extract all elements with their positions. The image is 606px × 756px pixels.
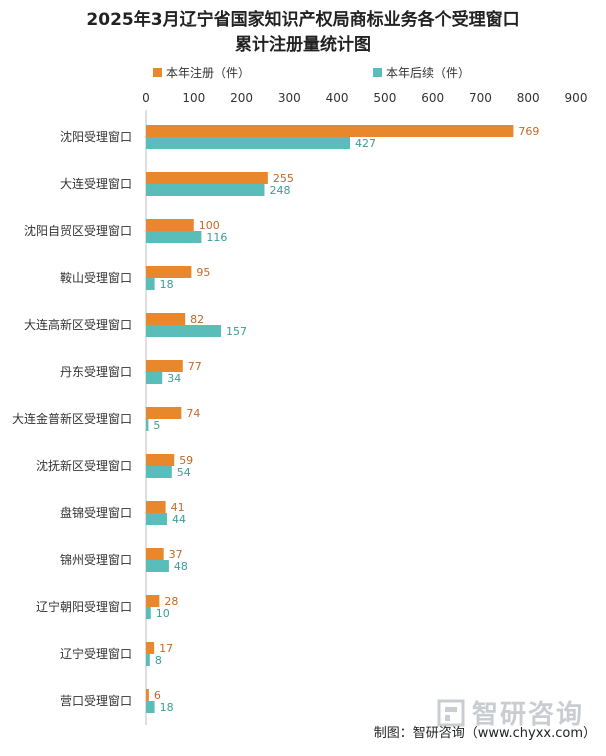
- category-label: 锦州受理窗口: [60, 553, 132, 567]
- data-label-registrations: 95: [196, 266, 210, 279]
- data-label-registrations: 6: [154, 689, 161, 702]
- x-tick-label: 300: [278, 91, 301, 105]
- data-label-renewals: 116: [206, 231, 227, 244]
- data-label-renewals: 248: [269, 184, 290, 197]
- bar-renewals: [146, 278, 155, 290]
- legend-swatch-renewals: [373, 68, 382, 77]
- category-label: 大连受理窗口: [60, 176, 132, 191]
- x-tick-label: 100: [182, 91, 205, 105]
- data-label-renewals: 54: [177, 466, 191, 479]
- bar-registrations: [146, 407, 182, 419]
- bar-renewals: [146, 325, 222, 337]
- bar-registrations: [146, 548, 164, 560]
- data-label-registrations: 255: [273, 172, 294, 185]
- x-tick-label: 500: [373, 91, 396, 105]
- data-label-registrations: 100: [199, 219, 220, 232]
- bar-renewals: [146, 513, 168, 525]
- watermark: 智研咨询: [436, 694, 584, 731]
- chart-title-line-1: 2025年3月辽宁省国家知识产权局商标业务各个受理窗口: [86, 10, 520, 30]
- category-label: 大连金普新区受理窗口: [12, 411, 132, 426]
- data-label-renewals: 34: [167, 372, 181, 385]
- data-label-registrations: 41: [171, 501, 185, 514]
- x-tick-label: 700: [469, 91, 492, 105]
- data-label-registrations: 59: [179, 454, 193, 467]
- bar-renewals: [146, 654, 150, 666]
- bar-registrations: [146, 642, 155, 654]
- data-label-registrations: 769: [518, 125, 539, 138]
- bar-registrations: [146, 689, 149, 701]
- bar-renewals: [146, 466, 172, 478]
- category-label: 辽宁受理窗口: [60, 646, 132, 661]
- data-label-registrations: 37: [169, 548, 183, 561]
- data-label-renewals: 18: [160, 701, 174, 714]
- chart-legend: 本年注册（件） 本年后续（件）: [0, 64, 606, 80]
- bar-renewals: [146, 372, 163, 384]
- data-label-registrations: 74: [186, 407, 200, 420]
- data-label-registrations: 82: [190, 313, 204, 326]
- bar-registrations: [146, 501, 166, 513]
- legend-swatch-registrations: [153, 68, 162, 77]
- data-label-renewals: 48: [174, 560, 188, 573]
- bar-registrations: [146, 266, 192, 278]
- bar-renewals: [146, 419, 149, 431]
- data-label-registrations: 17: [159, 642, 173, 655]
- data-label-renewals: 427: [355, 137, 376, 150]
- x-tick-label: 600: [421, 91, 444, 105]
- bar-registrations: [146, 313, 186, 325]
- bar-registrations: [146, 172, 268, 184]
- data-label-registrations: 28: [164, 595, 178, 608]
- bar-registrations: [146, 219, 194, 231]
- bar-registrations: [146, 595, 160, 607]
- legend-item-renewals: 本年后续（件）: [373, 64, 470, 81]
- category-label: 沈抚新区受理窗口: [36, 458, 132, 473]
- data-label-registrations: 77: [188, 360, 202, 373]
- x-tick-label: 900: [565, 91, 588, 105]
- category-label: 沈阳受理窗口: [60, 129, 132, 144]
- category-label: 盘锦受理窗口: [60, 505, 132, 520]
- bar-renewals: [146, 607, 151, 619]
- category-label: 丹东受理窗口: [60, 365, 132, 379]
- category-label: 大连高新区受理窗口: [24, 317, 132, 332]
- x-tick-label: 0: [142, 91, 150, 105]
- bar-registrations: [146, 125, 514, 137]
- category-label: 辽宁朝阳受理窗口: [36, 599, 132, 614]
- category-label: 沈阳自贸区受理窗口: [24, 223, 132, 238]
- x-tick-label: 400: [326, 91, 349, 105]
- bar-registrations: [146, 454, 175, 466]
- bar-renewals: [146, 137, 351, 149]
- chart-title: 2025年3月辽宁省国家知识产权局商标业务各个受理窗口 累计注册量统计图: [0, 8, 606, 58]
- bar-renewals: [146, 231, 202, 243]
- watermark-logo-icon: [437, 699, 465, 726]
- legend-item-registrations: 本年注册（件）: [153, 64, 250, 81]
- watermark-text: 智研咨询: [472, 700, 585, 730]
- x-tick-label: 200: [230, 91, 253, 105]
- category-label: 鞍山受理窗口: [60, 270, 132, 285]
- data-label-renewals: 10: [156, 607, 170, 620]
- data-label-renewals: 5: [153, 419, 160, 432]
- bar-renewals: [146, 560, 169, 572]
- category-label: 营口受理窗口: [60, 694, 132, 708]
- data-label-renewals: 18: [160, 278, 174, 291]
- chart-title-line-2: 累计注册量统计图: [235, 35, 371, 55]
- data-label-renewals: 44: [172, 513, 186, 526]
- legend-label-registrations: 本年注册（件）: [166, 66, 251, 80]
- bar-renewals: [146, 184, 265, 196]
- bar-renewals: [146, 701, 155, 713]
- source-footer: 制图：智研咨询（www.chyxx.com）: [373, 726, 596, 741]
- x-tick-label: 800: [517, 91, 540, 105]
- bar-registrations: [146, 360, 183, 372]
- data-label-renewals: 8: [155, 654, 162, 667]
- legend-label-renewals: 本年后续（件）: [386, 66, 471, 80]
- data-label-renewals: 157: [226, 325, 247, 338]
